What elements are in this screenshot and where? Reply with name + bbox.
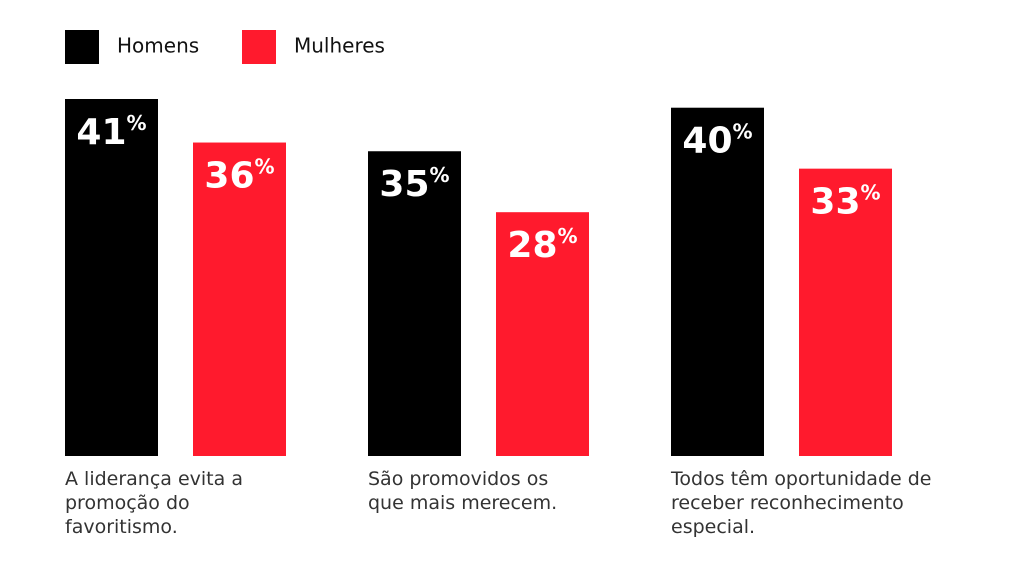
legend-swatch — [65, 30, 99, 64]
bar — [368, 151, 461, 456]
bar — [496, 212, 589, 456]
legend-label: Homens — [117, 34, 199, 58]
category-label: A liderança evita a promoção do favoriti… — [65, 468, 243, 538]
bar — [799, 168, 892, 456]
category-label: São promovidos os que mais merecem. — [368, 468, 558, 514]
value-label: 41% — [76, 111, 146, 153]
legend-label: Mulheres — [294, 34, 385, 58]
category-label: Todos têm oportunidade de receber reconh… — [671, 468, 932, 538]
bar — [193, 142, 286, 456]
value-label: 28% — [507, 224, 577, 266]
legend-swatch — [242, 30, 276, 64]
value-label: 36% — [204, 155, 274, 197]
value-label: 35% — [379, 163, 449, 205]
value-label: 40% — [682, 120, 752, 162]
value-label: 33% — [810, 181, 880, 223]
bar — [65, 99, 158, 456]
bar — [671, 107, 764, 457]
